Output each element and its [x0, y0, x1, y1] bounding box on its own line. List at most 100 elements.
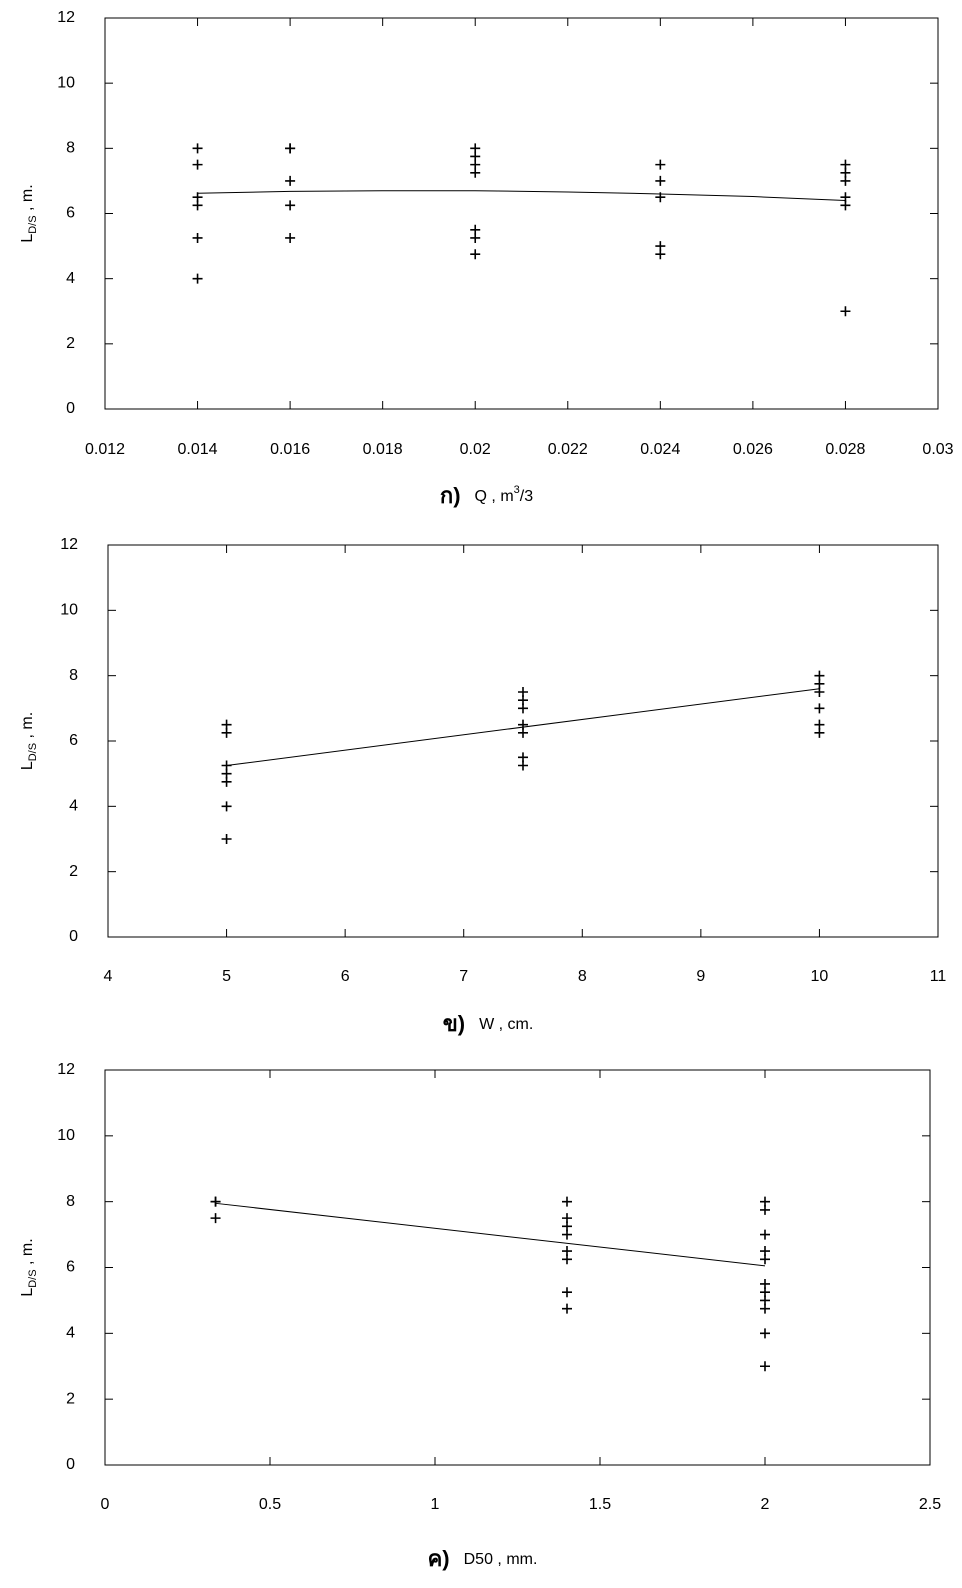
data-point — [655, 159, 666, 170]
y-label-sub: D/S — [27, 743, 39, 761]
data-point — [470, 232, 481, 243]
x-tick-label: 7 — [459, 968, 468, 985]
y-tick-label: 6 — [66, 205, 75, 222]
x-axis-caption: ข) W , cm. — [443, 1011, 534, 1036]
data-point — [285, 200, 296, 211]
y-tick-label: 12 — [57, 1061, 75, 1078]
y-label-tail: , m. — [19, 1238, 36, 1269]
y-tick-label: 0 — [69, 928, 78, 945]
y-tick-label: 2 — [66, 1390, 75, 1407]
y-tick-label: 4 — [66, 1325, 75, 1342]
x-tick-label: 0.012 — [85, 441, 125, 458]
x-tick-label: 0.02 — [460, 441, 491, 458]
x-tick-label: 1 — [431, 1496, 440, 1513]
data-point — [840, 175, 851, 186]
data-point — [760, 1361, 770, 1372]
x-tick-label: 5 — [222, 968, 231, 985]
y-label-sub: D/S — [27, 1269, 39, 1287]
data-point — [814, 727, 825, 738]
y-label-tail: , m. — [19, 184, 36, 215]
data-point — [192, 200, 203, 211]
x-tick-label: 10 — [811, 968, 829, 985]
x-tick-label: 1.5 — [589, 1496, 611, 1513]
x-tick-label: 0.028 — [825, 441, 865, 458]
x-label-tail: /3 — [520, 488, 533, 505]
x-label-sup: 3 — [514, 484, 520, 496]
y-tick-label: 4 — [66, 270, 75, 287]
x-tick-label: 0.03 — [922, 441, 953, 458]
y-tick-label: 0 — [66, 400, 75, 417]
data-point — [562, 1287, 572, 1298]
x-tick-label: 8 — [578, 968, 587, 985]
data-point — [518, 760, 528, 771]
data-point — [814, 703, 825, 714]
y-tick-label: 4 — [69, 798, 78, 815]
y-tick-label: 12 — [60, 536, 78, 553]
trend-line — [226, 688, 820, 766]
x-tick-label: 0.026 — [733, 441, 773, 458]
x-label: Q , m — [475, 488, 514, 505]
data-point — [221, 727, 232, 738]
y-label-main: L — [19, 234, 36, 243]
y-axis-label: LD/S , m. — [19, 184, 39, 242]
y-tick-label: 6 — [69, 732, 78, 749]
data-point — [192, 232, 203, 243]
x-tick-label: 0.022 — [548, 441, 588, 458]
y-label-main: L — [19, 1288, 36, 1297]
y-label-tail: , m. — [19, 712, 36, 743]
plot-frame — [104, 1069, 931, 1466]
data-point — [285, 232, 296, 243]
panel-label: ค) — [428, 1546, 450, 1571]
trend-line — [215, 1202, 766, 1267]
x-tick-label: 6 — [341, 968, 350, 985]
x-tick-label: 0.024 — [640, 441, 680, 458]
data-point — [840, 200, 851, 211]
data-point — [760, 1229, 770, 1240]
data-point — [760, 1254, 770, 1265]
y-tick-label: 2 — [66, 335, 75, 352]
data-point — [760, 1328, 770, 1339]
x-tick-label: 0 — [101, 1496, 110, 1513]
data-point — [221, 776, 232, 787]
x-tick-label: 0.5 — [259, 1496, 281, 1513]
data-point — [760, 1303, 770, 1314]
data-point — [655, 249, 666, 260]
x-tick-label: 2.5 — [919, 1496, 941, 1513]
data-point — [192, 159, 203, 170]
data-point — [518, 703, 528, 714]
data-point — [655, 175, 666, 186]
x-axis-caption: ก) Q , m3/3 — [440, 483, 533, 508]
data-point — [192, 273, 203, 284]
y-axis-label: LD/S , m. — [19, 712, 39, 770]
y-tick-label: 0 — [66, 1456, 75, 1473]
data-point — [562, 1254, 572, 1265]
y-tick-label: 10 — [57, 1127, 75, 1144]
x-tick-label: 0.018 — [363, 441, 403, 458]
data-point — [814, 687, 825, 697]
y-tick-label: 10 — [57, 74, 75, 91]
data-point — [221, 834, 232, 844]
x-tick-label: 11 — [930, 968, 947, 985]
data-point — [562, 1196, 572, 1207]
data-point — [210, 1196, 221, 1207]
y-tick-label: 8 — [69, 667, 78, 684]
data-point — [470, 167, 481, 178]
x-tick-label: 2 — [761, 1496, 770, 1513]
data-point — [518, 727, 528, 738]
x-tick-label: 9 — [696, 968, 705, 985]
y-tick-label: 10 — [60, 602, 78, 619]
x-tick-label: 4 — [104, 968, 113, 985]
x-label: W , cm. — [479, 1016, 533, 1033]
trend-line — [197, 190, 846, 201]
panel-label: ก) — [440, 483, 461, 508]
y-tick-label: 8 — [66, 1193, 75, 1210]
x-axis-caption: ค) D50 , mm. — [428, 1546, 538, 1571]
y-tick-label: 8 — [66, 140, 75, 157]
plot-frame — [104, 17, 939, 410]
data-point — [562, 1229, 572, 1240]
y-axis-label: LD/S , m. — [19, 1238, 39, 1296]
data-point — [760, 1204, 770, 1215]
data-point — [840, 306, 851, 317]
panel-label: ข) — [443, 1011, 465, 1036]
